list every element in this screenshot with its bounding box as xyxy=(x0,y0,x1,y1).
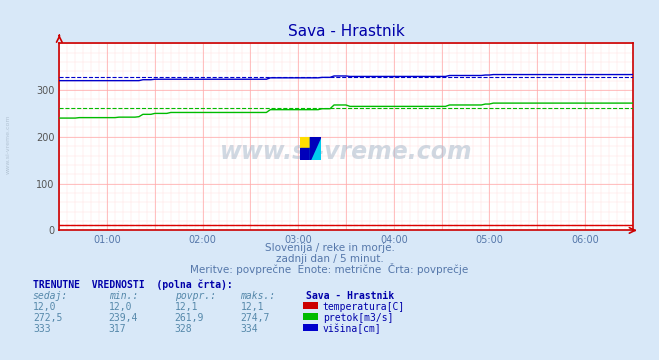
Text: 261,9: 261,9 xyxy=(175,313,204,323)
Bar xyxy=(303,313,318,320)
Text: www.si-vreme.com: www.si-vreme.com xyxy=(219,140,473,164)
Text: 239,4: 239,4 xyxy=(109,313,138,323)
Text: 12,1: 12,1 xyxy=(241,302,264,312)
Text: 272,5: 272,5 xyxy=(33,313,63,323)
Text: sedaj:: sedaj: xyxy=(33,291,68,301)
Text: Slovenija / reke in morje.: Slovenija / reke in morje. xyxy=(264,243,395,253)
Text: www.si-vreme.com: www.si-vreme.com xyxy=(6,114,11,174)
Text: 333: 333 xyxy=(33,324,51,334)
Text: maks.:: maks.: xyxy=(241,291,275,301)
Text: 12,0: 12,0 xyxy=(109,302,132,312)
Text: Meritve: povprečne  Enote: metrične  Črta: povprečje: Meritve: povprečne Enote: metrične Črta:… xyxy=(190,263,469,275)
Text: min.:: min.: xyxy=(109,291,138,301)
Text: TRENUTNE  VREDNOSTI  (polna črta):: TRENUTNE VREDNOSTI (polna črta): xyxy=(33,279,233,290)
Text: pretok[m3/s]: pretok[m3/s] xyxy=(323,313,393,323)
Bar xyxy=(300,137,310,148)
Text: višina[cm]: višina[cm] xyxy=(323,324,382,334)
Title: Sava - Hrastnik: Sava - Hrastnik xyxy=(287,24,405,39)
Text: 328: 328 xyxy=(175,324,192,334)
Text: 12,0: 12,0 xyxy=(33,302,57,312)
Text: 317: 317 xyxy=(109,324,127,334)
Text: povpr.:: povpr.: xyxy=(175,291,215,301)
Text: Sava - Hrastnik: Sava - Hrastnik xyxy=(306,291,395,301)
Text: 274,7: 274,7 xyxy=(241,313,270,323)
Bar xyxy=(310,137,321,160)
Text: 12,1: 12,1 xyxy=(175,302,198,312)
Text: zadnji dan / 5 minut.: zadnji dan / 5 minut. xyxy=(275,254,384,264)
Bar xyxy=(303,324,318,331)
Bar xyxy=(303,302,318,309)
Bar xyxy=(300,148,310,160)
Text: temperatura[C]: temperatura[C] xyxy=(323,302,405,312)
Polygon shape xyxy=(310,137,321,160)
Text: 334: 334 xyxy=(241,324,258,334)
